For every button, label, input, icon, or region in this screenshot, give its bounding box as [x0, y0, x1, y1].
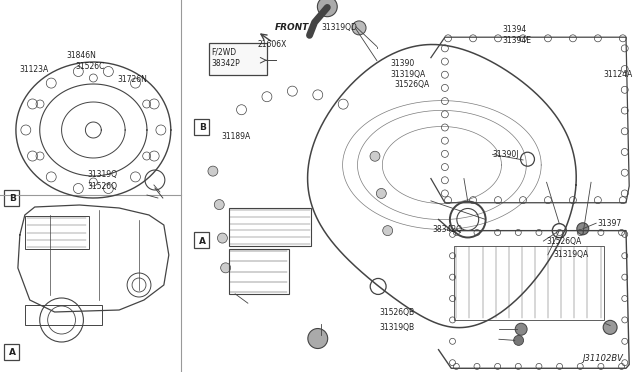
Text: 31124A: 31124A — [604, 70, 633, 79]
Text: 21606X: 21606X — [257, 40, 287, 49]
Bar — [454, 246, 604, 320]
Text: 31526QB: 31526QB — [380, 308, 415, 317]
Circle shape — [308, 328, 328, 349]
Circle shape — [376, 189, 387, 198]
Circle shape — [603, 320, 617, 334]
Circle shape — [514, 336, 524, 345]
Text: A: A — [198, 237, 205, 246]
Circle shape — [317, 0, 337, 17]
Bar — [228, 208, 312, 246]
Text: F/2WD: F/2WD — [212, 48, 237, 57]
Circle shape — [221, 263, 230, 273]
Circle shape — [370, 151, 380, 161]
Bar — [228, 249, 289, 294]
Text: 31394: 31394 — [502, 25, 526, 34]
Circle shape — [352, 21, 366, 35]
Circle shape — [515, 323, 527, 335]
Circle shape — [577, 223, 589, 235]
Text: 31189A: 31189A — [221, 132, 250, 141]
Text: 31394E: 31394E — [502, 36, 531, 45]
FancyBboxPatch shape — [209, 43, 267, 75]
Text: 31846N: 31846N — [67, 51, 97, 60]
Text: 31319QA: 31319QA — [391, 70, 426, 79]
Circle shape — [218, 233, 227, 243]
Text: 31123A: 31123A — [19, 65, 48, 74]
Text: B: B — [10, 194, 16, 203]
Bar — [26, 216, 89, 249]
Text: 31319QD: 31319QD — [321, 23, 357, 32]
Text: FRONT: FRONT — [275, 23, 310, 32]
Circle shape — [383, 226, 393, 235]
Bar — [26, 305, 102, 326]
Text: B: B — [199, 124, 205, 132]
Text: 31726N: 31726N — [118, 76, 147, 84]
Text: 31390: 31390 — [391, 60, 415, 68]
Text: 31319Q: 31319Q — [88, 170, 118, 179]
Text: 31390J: 31390J — [493, 150, 519, 159]
Text: 38342Q: 38342Q — [432, 225, 462, 234]
Text: J31102BV: J31102BV — [582, 355, 623, 363]
Text: 31526QA: 31526QA — [394, 80, 429, 89]
Text: 31526C: 31526C — [75, 62, 104, 71]
Text: 38342P: 38342P — [212, 59, 241, 68]
Text: 31319QA: 31319QA — [553, 250, 588, 259]
Text: 31319QB: 31319QB — [380, 323, 415, 332]
Text: 31526Q: 31526Q — [88, 182, 118, 190]
Circle shape — [214, 200, 224, 209]
Text: 31526QA: 31526QA — [547, 237, 582, 246]
Text: 31397: 31397 — [597, 219, 621, 228]
Text: A: A — [10, 349, 16, 357]
Circle shape — [208, 166, 218, 176]
